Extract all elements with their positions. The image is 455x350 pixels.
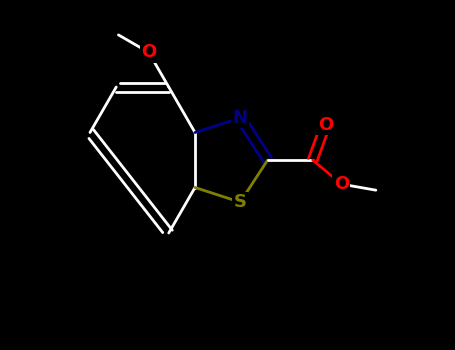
Text: O: O bbox=[334, 175, 349, 193]
Text: N: N bbox=[233, 109, 248, 127]
Text: S: S bbox=[234, 193, 247, 211]
Text: O: O bbox=[141, 43, 157, 61]
Text: O: O bbox=[318, 116, 333, 134]
